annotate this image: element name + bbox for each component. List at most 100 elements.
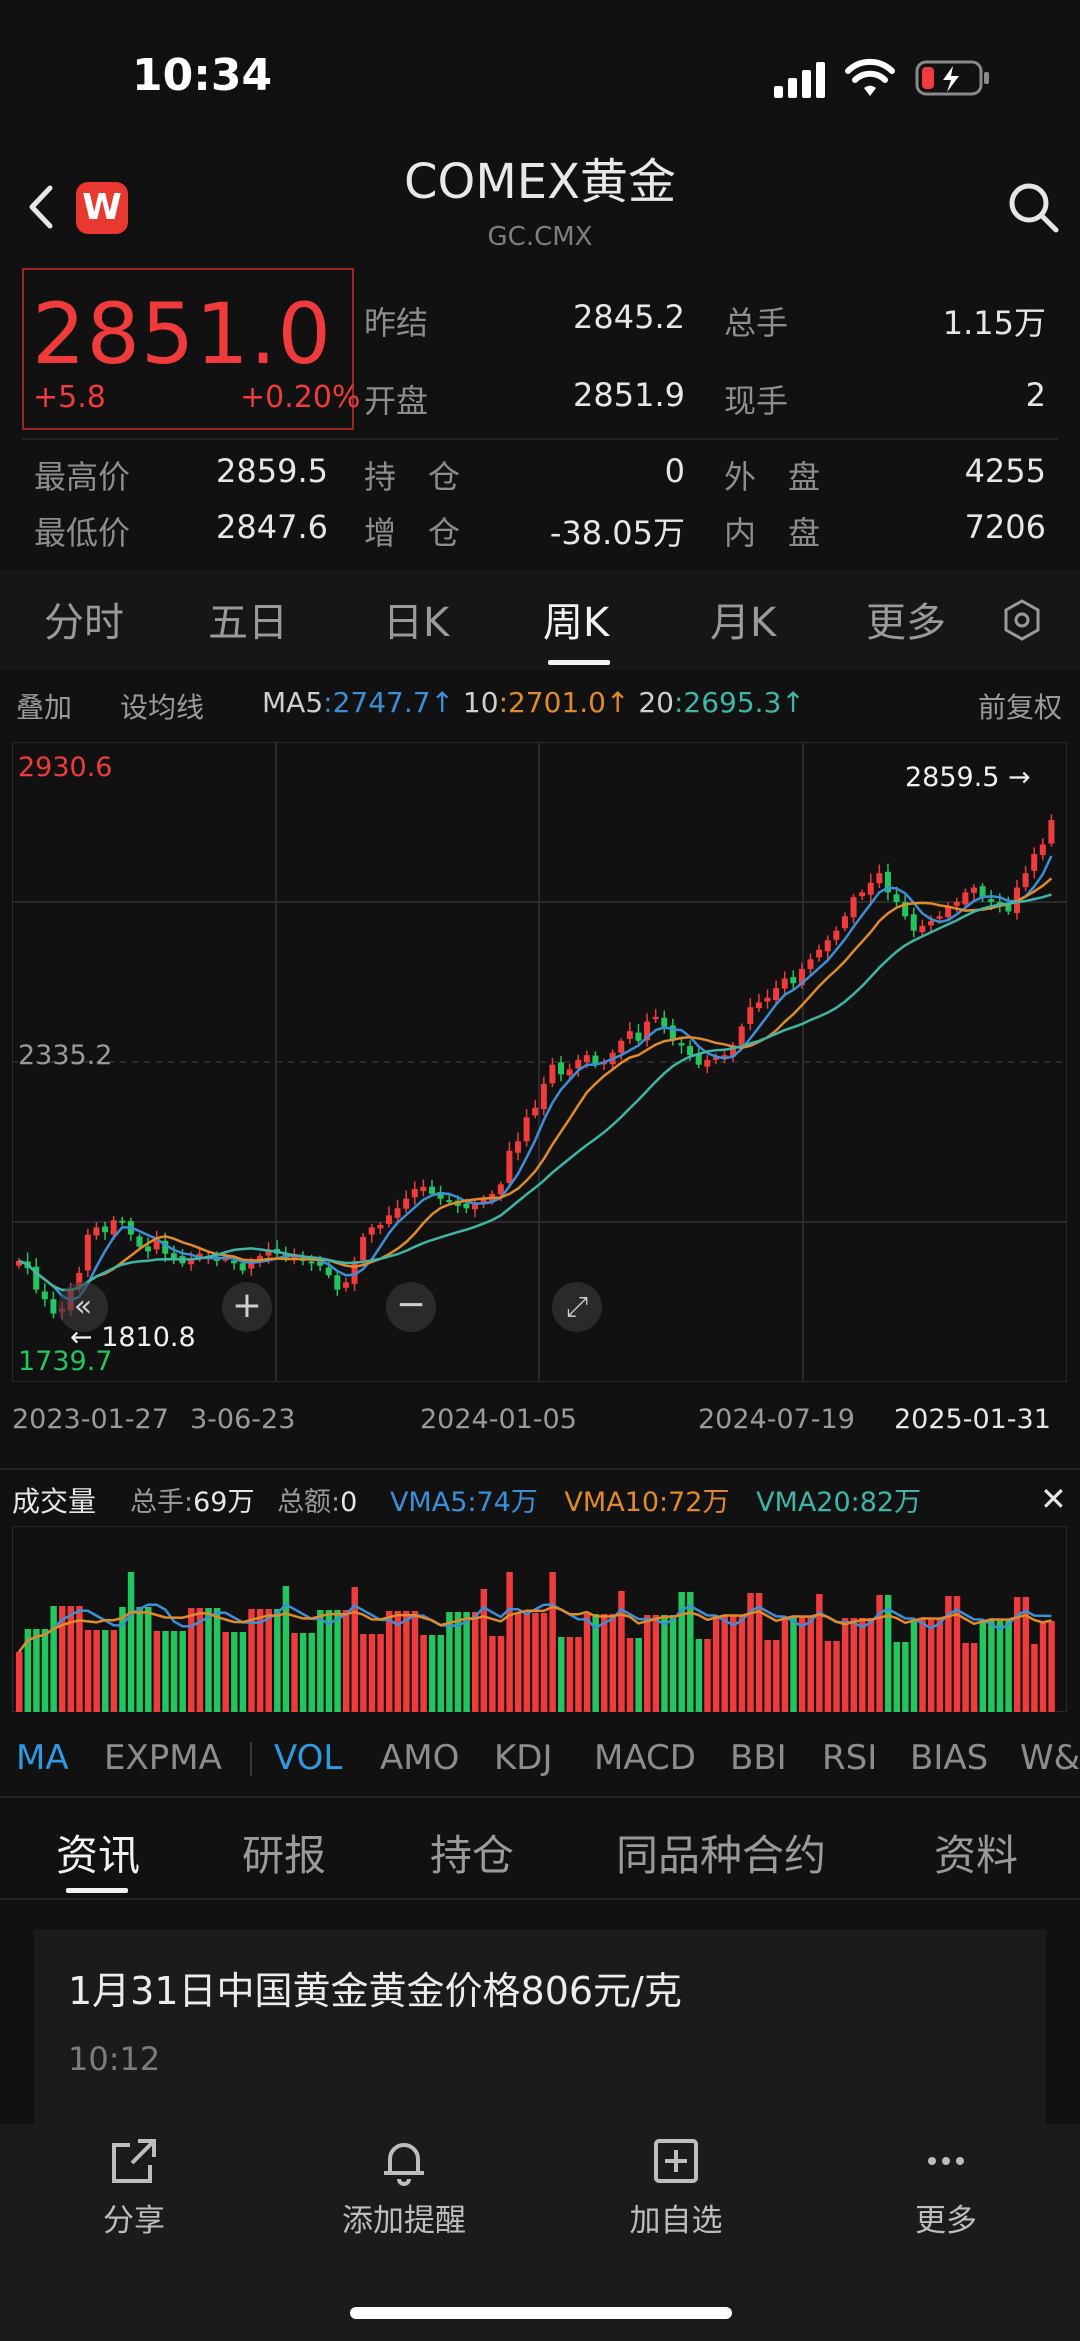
candle bbox=[927, 921, 934, 926]
share-label: 分享 bbox=[103, 2203, 165, 2239]
share-icon bbox=[112, 2139, 156, 2183]
indicator-expma[interactable]: EXPMA bbox=[104, 1738, 222, 1778]
candle bbox=[480, 1198, 487, 1203]
indicator-ma[interactable]: MA bbox=[16, 1738, 69, 1778]
volume-chart[interactable] bbox=[12, 1526, 1067, 1712]
volume-bar bbox=[661, 1615, 668, 1712]
candle bbox=[248, 1260, 255, 1269]
more-dots-icon bbox=[928, 2157, 964, 2165]
indicator-divider bbox=[250, 1742, 252, 1776]
indicator-bias[interactable]: BIAS bbox=[910, 1738, 989, 1778]
search-button[interactable] bbox=[1006, 180, 1060, 234]
adjust-button[interactable]: 前复权 bbox=[978, 691, 1063, 724]
indicator-vol[interactable]: VOL bbox=[274, 1738, 343, 1778]
candle bbox=[342, 1282, 349, 1288]
zoom-in-button[interactable]: + bbox=[222, 1282, 272, 1332]
indicator-bbi[interactable]: BBI bbox=[730, 1738, 787, 1778]
fullscreen-button[interactable]: ⤢ bbox=[552, 1282, 602, 1332]
add-watchlist-label: 加自选 bbox=[629, 2203, 723, 2239]
news-item[interactable]: 1月31日中国黄金黄金价格806元/克 10:12 bbox=[34, 1930, 1046, 2130]
tab-fenshi[interactable]: 分时 bbox=[44, 600, 124, 646]
add-watchlist-button[interactable]: 加自选 bbox=[576, 2135, 776, 2240]
candle bbox=[308, 1261, 315, 1264]
rewind-button[interactable]: « bbox=[58, 1282, 108, 1332]
more-button[interactable]: 更多 bbox=[846, 2135, 1046, 2240]
high-label: 最高价 bbox=[34, 458, 131, 496]
back-button[interactable] bbox=[22, 182, 62, 232]
tab-profile[interactable]: 资料 bbox=[934, 1831, 1019, 1880]
volume-bar bbox=[59, 1606, 66, 1712]
more-label: 更多 bbox=[915, 2203, 977, 2239]
candle bbox=[506, 1150, 513, 1183]
candle bbox=[394, 1208, 401, 1218]
volume-bar bbox=[927, 1619, 935, 1712]
close-volume-button[interactable]: ✕ bbox=[1040, 1480, 1067, 1518]
indicator-rsi[interactable]: RSI bbox=[822, 1738, 878, 1778]
volume-chart-frame bbox=[12, 1526, 1067, 1712]
candle bbox=[1031, 854, 1038, 871]
candle bbox=[162, 1240, 169, 1254]
vma5-label: VMA5:74万 bbox=[389, 1487, 538, 1518]
volume-bar bbox=[420, 1635, 427, 1712]
candle bbox=[566, 1069, 573, 1076]
volume-bar bbox=[480, 1589, 488, 1712]
volume-bar bbox=[102, 1630, 109, 1712]
total-hand-value: 69万 bbox=[193, 1487, 255, 1518]
indicator-wr[interactable]: W& bbox=[1020, 1738, 1080, 1778]
tab-more[interactable]: 更多 bbox=[866, 600, 946, 646]
news-tab-indicator bbox=[66, 1888, 128, 1893]
volume-bar bbox=[626, 1638, 634, 1712]
candle bbox=[773, 988, 780, 1001]
zoom-out-button[interactable]: − bbox=[386, 1282, 436, 1332]
volume-bar bbox=[179, 1631, 186, 1712]
volume-bar bbox=[1048, 1621, 1055, 1712]
volume-bar bbox=[704, 1639, 711, 1712]
tab-daily-k[interactable]: 日K bbox=[383, 600, 450, 646]
tab-news[interactable]: 资讯 bbox=[56, 1831, 141, 1880]
add-alert-button[interactable]: 添加提醒 bbox=[304, 2135, 504, 2240]
volume-bar bbox=[394, 1611, 401, 1712]
share-button[interactable]: 分享 bbox=[34, 2135, 234, 2240]
candle bbox=[919, 925, 926, 933]
candle bbox=[747, 1007, 754, 1024]
volume-bar bbox=[334, 1610, 341, 1712]
volume-bar bbox=[687, 1592, 694, 1712]
candle bbox=[360, 1236, 367, 1261]
x-label-2: 3-06-23 bbox=[190, 1404, 296, 1435]
candle bbox=[540, 1083, 547, 1110]
tab-five-day[interactable]: 五日 bbox=[208, 600, 288, 646]
volume-bar bbox=[730, 1616, 737, 1712]
volume-bar bbox=[403, 1611, 410, 1712]
open-interest-label: 持 仓 bbox=[364, 458, 461, 496]
settings-button[interactable] bbox=[1000, 598, 1044, 646]
tab-monthly-k[interactable]: 月K bbox=[710, 600, 777, 646]
open-interest-value: 0 bbox=[664, 452, 685, 490]
tab-research[interactable]: 研报 bbox=[242, 1831, 327, 1880]
indicator-macd[interactable]: MACD bbox=[594, 1738, 696, 1778]
tab-position[interactable]: 持仓 bbox=[430, 1831, 515, 1880]
candle bbox=[153, 1239, 160, 1250]
volume-bar bbox=[919, 1619, 926, 1712]
candle bbox=[781, 978, 788, 989]
news-title: 1月31日中国黄金黄金价格806元/克 bbox=[68, 1969, 682, 2013]
add-alert-label: 添加提醒 bbox=[342, 2203, 466, 2239]
volume-bar bbox=[299, 1633, 307, 1712]
period-tabs-bar bbox=[0, 570, 1080, 670]
low-value: 2847.6 bbox=[216, 508, 328, 546]
ma10-label: 10 bbox=[462, 686, 499, 719]
x-label-3: 2024-01-05 bbox=[420, 1404, 577, 1435]
candle bbox=[351, 1260, 358, 1284]
candle bbox=[790, 977, 797, 984]
volume-bar bbox=[755, 1593, 763, 1712]
volume-bar bbox=[996, 1620, 1004, 1712]
tab-weekly-k[interactable]: 周K bbox=[543, 600, 610, 646]
set-ma-button[interactable]: 设均线 bbox=[120, 691, 205, 724]
tab-same-variety[interactable]: 同品种合约 bbox=[616, 1831, 827, 1880]
kline-chart[interactable] bbox=[12, 742, 1067, 1382]
overlay-button[interactable]: 叠加 bbox=[16, 691, 73, 724]
candle bbox=[532, 1107, 539, 1116]
candle bbox=[695, 1053, 702, 1065]
candle bbox=[385, 1215, 392, 1225]
indicator-amo[interactable]: AMO bbox=[380, 1738, 460, 1778]
indicator-kdj[interactable]: KDJ bbox=[494, 1738, 553, 1778]
